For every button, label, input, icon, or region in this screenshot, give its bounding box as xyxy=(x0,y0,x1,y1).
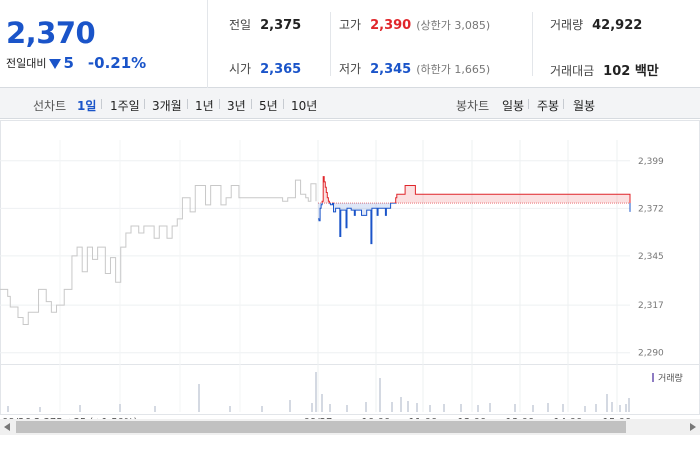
today-area-down xyxy=(318,203,630,244)
amount-value: 102 백만 xyxy=(603,64,659,79)
change-row: 전일대비 5 -0.21% xyxy=(6,54,146,72)
today-line-down xyxy=(318,203,631,245)
current-price: 2,370 xyxy=(6,16,96,50)
change-label: 전일대비 xyxy=(6,57,47,70)
price-summary: 2,370 전일대비 5 -0.21% xyxy=(0,0,208,88)
range-divider xyxy=(101,99,102,109)
prev-close-label: 전일 xyxy=(229,18,252,32)
quote-header: 2,370 전일대비 5 -0.21% 전일 2,375 시가 2,365 고가… xyxy=(0,0,700,88)
today-series xyxy=(318,176,631,245)
y-tick-label: 2,290 xyxy=(638,349,664,359)
open-label: 시가 xyxy=(229,62,252,76)
range-divider xyxy=(528,99,529,109)
range-divider xyxy=(251,99,252,109)
upper-limit: (상한가 3,085) xyxy=(416,19,491,32)
lower-limit: (하한가 1,665) xyxy=(416,63,491,76)
candle-chart-label: 봉차트 xyxy=(456,99,490,113)
high-label: 고가 xyxy=(339,18,362,32)
today-area-up xyxy=(318,176,630,204)
volume-bars xyxy=(7,372,630,412)
previous-day-line xyxy=(0,179,317,326)
legend-swatch xyxy=(652,373,654,382)
chart-range-bar: 선차트 1일 1주일 3개월 1년 3년 5년 10년 봉차트 일봉 주봉 월봉 xyxy=(0,88,700,119)
scroll-right-arrow-icon xyxy=(690,423,696,431)
today-above-reference xyxy=(318,176,631,204)
low-label: 저가 xyxy=(339,62,362,76)
today-below-reference xyxy=(318,203,631,245)
range-1y[interactable]: 1년 xyxy=(195,99,214,113)
y-tick-label: 2,317 xyxy=(638,301,664,311)
change-value: 5 xyxy=(63,54,74,72)
range-divider xyxy=(144,99,145,109)
y-tick-label: 2,399 xyxy=(638,157,664,167)
high-value: 2,390 xyxy=(370,18,412,33)
down-triangle-icon xyxy=(49,58,62,69)
scroll-left-arrow-icon xyxy=(4,423,10,431)
y-axis: 2,399 2,372 2,345 2,317 2,290 xyxy=(638,157,664,359)
y-tick-label: 2,345 xyxy=(638,252,664,262)
range-divider xyxy=(219,99,220,109)
chart-grid xyxy=(0,120,700,415)
prev-close: 전일 2,375 xyxy=(229,16,301,33)
previous-day-series xyxy=(0,179,317,326)
range-10y[interactable]: 10년 xyxy=(291,99,318,113)
volume: 거래량 42,922 xyxy=(550,16,642,33)
prev-close-value: 2,375 xyxy=(260,18,302,33)
volume-label: 거래량 xyxy=(550,18,584,32)
range-divider xyxy=(283,99,284,109)
range-divider xyxy=(187,99,188,109)
range-5y[interactable]: 5년 xyxy=(259,99,278,113)
open-price: 시가 2,365 xyxy=(229,60,301,77)
range-1w[interactable]: 1주일 xyxy=(110,99,140,113)
high-price: 고가 2,390 (상한가 3,085) xyxy=(339,16,490,33)
trade-amount: 거래대금 102 백만 xyxy=(550,60,659,79)
volume-value: 42,922 xyxy=(592,18,643,33)
low-price: 저가 2,345 (하한가 1,665) xyxy=(339,60,490,77)
volume-panel-border xyxy=(0,364,700,415)
divider xyxy=(330,12,331,76)
volume-legend-label: 거래량 xyxy=(658,372,683,384)
low-value: 2,345 xyxy=(370,62,412,77)
candle-weekly[interactable]: 주봉 xyxy=(537,99,560,113)
price-panel-border xyxy=(0,120,700,365)
range-3y[interactable]: 3년 xyxy=(227,99,246,113)
line-chart-label: 선차트 xyxy=(33,99,67,113)
range-1d[interactable]: 1일 xyxy=(77,99,97,113)
open-value: 2,365 xyxy=(260,62,302,77)
volume-legend: 거래량 xyxy=(652,372,683,384)
divider xyxy=(532,12,533,76)
range-divider xyxy=(563,99,564,109)
chart-scrollbar[interactable] xyxy=(0,419,700,435)
candle-monthly[interactable]: 월봉 xyxy=(573,99,596,113)
amount-label: 거래대금 xyxy=(550,64,595,78)
change-percent: -0.21% xyxy=(87,54,147,72)
y-tick-label: 2,372 xyxy=(638,204,664,214)
range-3m[interactable]: 3개월 xyxy=(152,99,182,113)
scrollbar-thumb xyxy=(16,421,626,433)
today-line-up xyxy=(321,176,631,204)
candle-daily[interactable]: 일봉 xyxy=(502,99,525,113)
